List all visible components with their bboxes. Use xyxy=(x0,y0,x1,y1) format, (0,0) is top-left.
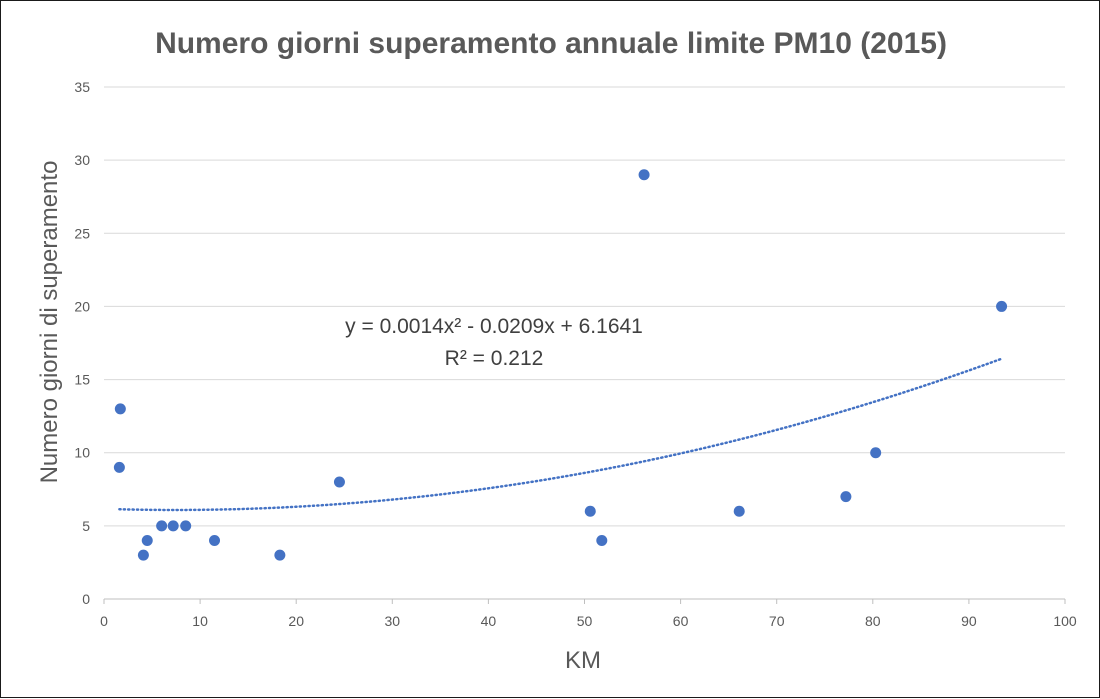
x-axis-label: KM xyxy=(565,647,601,674)
data-point xyxy=(274,549,286,561)
data-point xyxy=(596,534,608,546)
x-tick-label: 70 xyxy=(769,613,785,629)
x-tick-label: 80 xyxy=(865,613,881,629)
data-point xyxy=(167,520,179,532)
x-tick-label: 10 xyxy=(192,613,208,629)
data-point xyxy=(870,447,882,459)
data-point xyxy=(209,534,221,546)
data-point xyxy=(638,169,650,181)
data-point xyxy=(141,534,153,546)
data-point xyxy=(733,505,745,517)
x-tick-label: 0 xyxy=(100,613,108,629)
gridlines xyxy=(103,86,1066,604)
x-tick-label: 40 xyxy=(481,613,497,629)
trendline-equation: y = 0.0014x² - 0.0209x + 6.1641 xyxy=(345,315,643,338)
x-tick-label: 20 xyxy=(288,613,304,629)
y-tick-label: 5 xyxy=(82,518,90,534)
x-tick-labels: 0 10 20 30 40 50 60 70 80 90 100 xyxy=(100,613,1077,629)
data-point xyxy=(996,300,1008,312)
y-tick-label: 10 xyxy=(74,445,90,461)
y-axis-label: Numero giorni di superamento xyxy=(36,161,63,484)
data-point xyxy=(333,476,345,488)
trendline-path xyxy=(118,357,1003,512)
data-point xyxy=(113,461,125,473)
y-tick-labels: 0 5 10 15 20 25 30 35 xyxy=(74,79,90,607)
y-tick-label: 15 xyxy=(74,372,90,388)
data-point xyxy=(584,505,596,517)
data-point xyxy=(180,520,192,532)
trendline-r2: R² = 0.212 xyxy=(445,347,544,370)
y-tick-label: 20 xyxy=(74,298,90,314)
x-tick-label: 30 xyxy=(385,613,401,629)
data-point xyxy=(840,491,852,503)
data-point xyxy=(114,403,126,415)
chart-title: Numero giorni superamento annuale limite… xyxy=(155,27,947,60)
data-point xyxy=(137,549,149,561)
x-tick-label: 100 xyxy=(1053,613,1077,629)
data-points xyxy=(113,169,1008,561)
y-tick-label: 25 xyxy=(74,225,90,241)
trendline xyxy=(118,357,1003,512)
data-point xyxy=(156,520,168,532)
x-tick-label: 60 xyxy=(673,613,689,629)
x-tick-label: 90 xyxy=(961,613,977,629)
y-tick-label: 0 xyxy=(82,591,90,607)
y-tick-label: 30 xyxy=(74,152,90,168)
x-tick-label: 50 xyxy=(577,613,593,629)
y-tick-label: 35 xyxy=(74,79,90,95)
